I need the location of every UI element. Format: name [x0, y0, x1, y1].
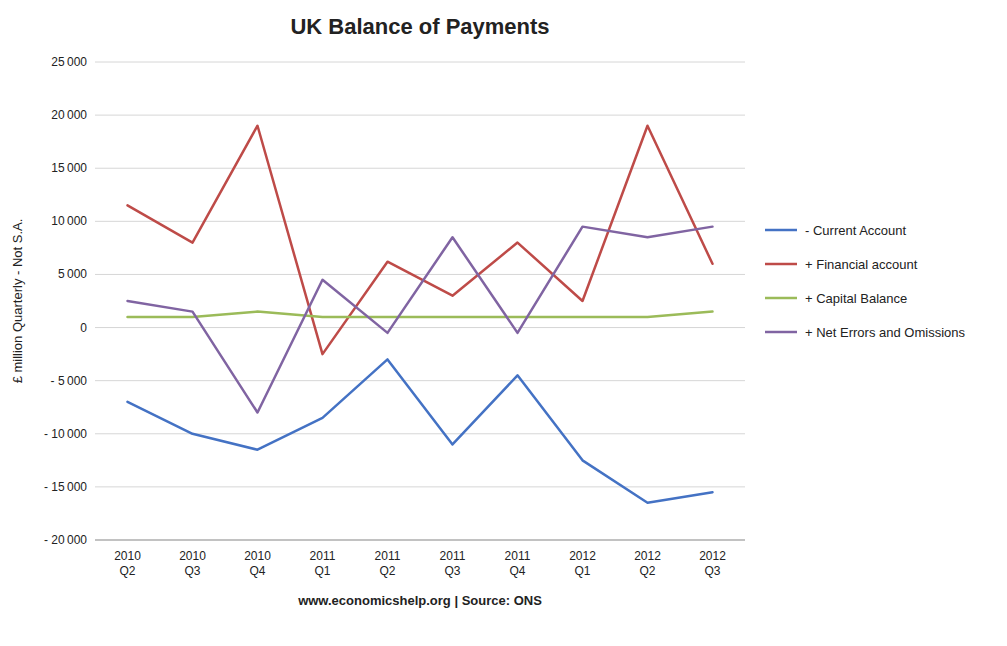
footnote: www.economicshelp.org | Source: ONS — [297, 593, 542, 608]
x-tick-label: 2010Q4 — [244, 549, 271, 578]
y-tick-label: 15 000 — [51, 161, 87, 175]
grid-line — [95, 274, 745, 275]
x-axis-line — [95, 540, 745, 541]
x-tick-label: 2012Q2 — [634, 549, 661, 578]
legend-swatch — [765, 331, 797, 334]
legend-swatch — [765, 297, 797, 300]
x-axis: 2010Q2 2010Q3 2010Q4 2011Q1 2011Q2 2011Q3 2011… — [114, 549, 726, 578]
series-line — [128, 359, 713, 502]
legend-label: + Capital Balance — [805, 291, 907, 306]
y-tick-label: 25 000 — [51, 55, 87, 69]
grid-line — [95, 540, 745, 541]
legend-swatch — [765, 229, 797, 232]
grid-line — [95, 327, 745, 328]
y-tick-label: 0 — [80, 321, 87, 335]
y-tick-label: 10 000 — [51, 214, 87, 228]
x-tick-label: 2011Q4 — [505, 549, 531, 578]
y-tick-label: - 10 000 — [44, 427, 87, 441]
legend-swatch — [765, 263, 797, 266]
title: UK Balance of Payments — [290, 14, 549, 39]
grid — [95, 62, 745, 540]
x-tick-label: 2011Q3 — [440, 549, 466, 578]
chart: UK Balance of Payments- 20 000- 15 000- … — [0, 0, 1007, 646]
series-line — [128, 312, 713, 317]
legend: - Current Account + Financial account + Ca… — [765, 223, 966, 340]
y-axis: - 20 000 - 15 000 - 10 000 - 5 000 0 5 000 10 … — [44, 55, 87, 547]
legend-label: - Current Account — [805, 223, 907, 238]
x-tick-label: 2011Q2 — [375, 549, 401, 578]
x-tick-label: 2010Q3 — [179, 549, 206, 578]
series-lines — [128, 126, 713, 503]
grid-line — [95, 115, 745, 116]
grid-line — [95, 62, 745, 63]
y-axis-label: £ million Quarterly - Not S.A. — [10, 219, 25, 384]
x-tick-label: 2011Q1 — [310, 549, 336, 578]
x-tick-label: 2012Q1 — [569, 549, 596, 578]
y-tick-label: - 15 000 — [44, 480, 87, 494]
y-tick-label: - 5 000 — [51, 374, 88, 388]
grid-line — [95, 168, 745, 169]
legend-label: + Financial account — [805, 257, 918, 272]
x-tick-label: 2010Q2 — [114, 549, 141, 578]
y-tick-label: 20 000 — [51, 108, 87, 122]
y-tick-label: 5 000 — [58, 267, 87, 281]
series-line — [128, 227, 713, 413]
y-tick-label: - 20 000 — [44, 533, 87, 547]
grid-line — [95, 221, 745, 222]
series-line — [128, 126, 713, 354]
grid-line — [95, 486, 745, 487]
x-tick-label: 2012Q3 — [699, 549, 726, 578]
legend-label: + Net Errors and Omissions — [805, 325, 966, 340]
grid-line — [95, 380, 745, 381]
